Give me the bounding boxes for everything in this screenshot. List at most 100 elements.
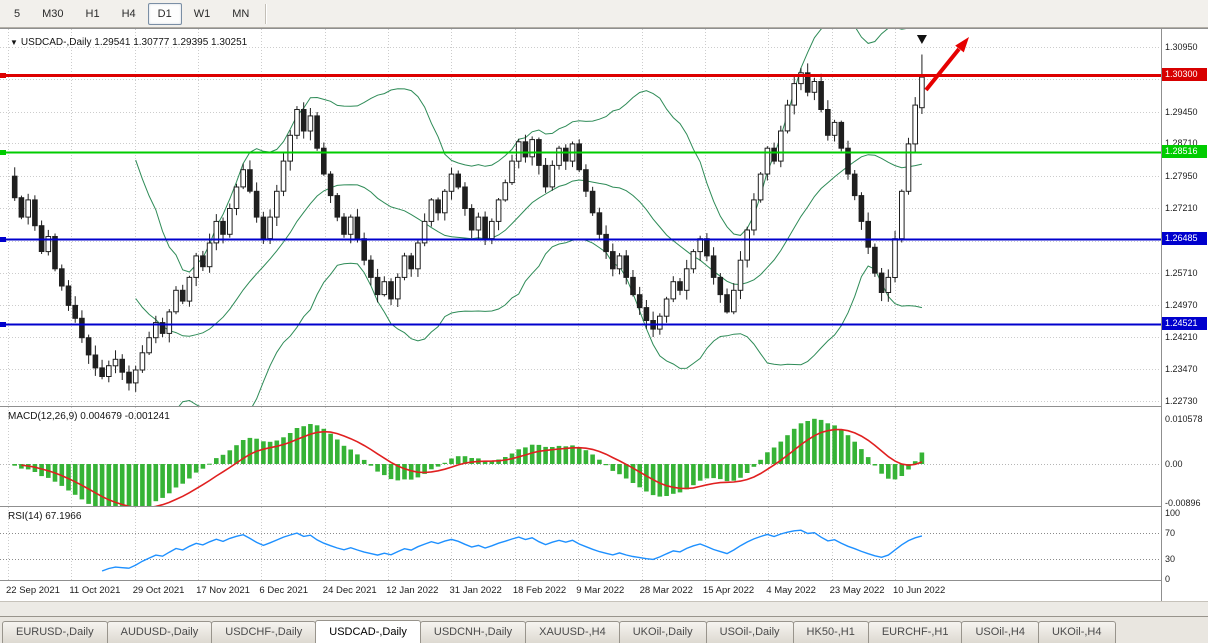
down-triangle-marker bbox=[916, 35, 927, 44]
macd-axis-label: -0.00896 bbox=[1165, 497, 1201, 508]
bollinger-middle-band bbox=[135, 154, 923, 337]
chart-tab-usoil-h4[interactable]: USOil-,H4 bbox=[961, 621, 1039, 643]
timeframe-toolbar: 5 M30 H1 H4 D1 W1 MN bbox=[0, 0, 1208, 28]
level-line-handle bbox=[0, 322, 6, 327]
rsi-title: RSI(14) 67.1966 bbox=[8, 511, 81, 522]
toolbar-separator bbox=[265, 3, 268, 24]
chart-tab-usdcad-daily[interactable]: USDCAD-,Daily bbox=[315, 620, 421, 643]
price-chart-pane[interactable] bbox=[0, 29, 1161, 407]
chart-symbol-label: USDCAD-,Daily bbox=[20, 37, 92, 48]
price-axis-label: 1.23470 bbox=[1165, 364, 1198, 375]
level-line-handle bbox=[0, 73, 6, 78]
price-axis-label: 1.30950 bbox=[1165, 42, 1198, 52]
horizontal-level-lines bbox=[0, 73, 1161, 327]
chart-tab-usdcnh-daily[interactable]: USDCNH-,Daily bbox=[419, 621, 527, 643]
bollinger-upper-band bbox=[135, 29, 907, 273]
pane-separator[interactable] bbox=[0, 506, 1208, 507]
chart-tab-hk50-h1[interactable]: HK50-,H1 bbox=[792, 621, 869, 643]
up-arrow-shaft bbox=[924, 47, 961, 92]
date-tick-label: 15 Apr 2022 bbox=[702, 585, 755, 596]
date-tick-label: 17 Nov 2021 bbox=[196, 585, 250, 596]
macd-main-value: 0.004679 bbox=[80, 411, 122, 422]
candlesticks bbox=[11, 54, 925, 392]
bollinger-lower-band bbox=[177, 238, 923, 407]
vertical-grid bbox=[8, 29, 896, 407]
chart-tab-xauusd-h4[interactable]: XAUUSD-,H4 bbox=[525, 621, 620, 643]
macd-title: MACD(12,26,9) 0.004679 -0.001241 bbox=[8, 411, 170, 422]
pane-separator bbox=[0, 580, 1208, 581]
chart-tab-ukoil-daily[interactable]: UKOil-,Daily bbox=[618, 621, 707, 643]
collapse-arrow-icon[interactable]: ▼ bbox=[10, 38, 18, 47]
chart-tab-usdchf-daily[interactable]: USDCHF-,Daily bbox=[211, 621, 317, 643]
macd-axis-label: 0.010578 bbox=[1165, 413, 1203, 424]
macd-signal-line bbox=[21, 428, 923, 507]
date-axis[interactable]: 22 Sep 2021 11 Oct 2021 29 Oct 2021 17 Nov … bbox=[0, 581, 1161, 601]
timeframe-button-d1[interactable]: D1 bbox=[147, 2, 182, 25]
date-tick-label: 6 Dec 2021 bbox=[259, 585, 309, 596]
price-axis-label: 1.22730 bbox=[1165, 396, 1198, 407]
timeframe-button-h4[interactable]: H4 bbox=[121, 7, 136, 20]
timeframe-button-5[interactable]: 5 bbox=[14, 7, 21, 20]
chart-ohlc-values: 1.29541 1.30777 1.29395 1.30251 bbox=[94, 37, 248, 48]
macd-signal-value: -0.001241 bbox=[124, 411, 170, 422]
chart-tabs-bar: EURUSD-,Daily AUDUSD-,Daily USDCHF-,Daily U… bbox=[0, 616, 1208, 643]
rsi-axis-label: 100 bbox=[1165, 508, 1181, 518]
chart-scroll-area[interactable] bbox=[0, 601, 1208, 617]
date-tick-label: 31 Jan 2022 bbox=[449, 585, 502, 596]
chart-tab-eurusd-daily[interactable]: EURUSD-,Daily bbox=[2, 621, 108, 643]
pane-separator[interactable] bbox=[0, 406, 1208, 407]
level-line-handle bbox=[0, 150, 6, 155]
chart-tab-audusd-daily[interactable]: AUDUSD-,Daily bbox=[106, 621, 213, 643]
price-tag: 1.28516 bbox=[1162, 144, 1207, 158]
date-tick-label: 11 Oct 2021 bbox=[69, 585, 121, 596]
rsi-axis-label: 0 bbox=[1165, 574, 1171, 584]
price-axis-label: 1.27210 bbox=[1165, 203, 1198, 214]
price-axis-label: 1.29450 bbox=[1165, 106, 1198, 117]
price-tag: 1.30300 bbox=[1162, 67, 1207, 81]
price-axis-label: 1.28710 bbox=[1165, 138, 1198, 149]
price-axis-label: 1.24210 bbox=[1165, 332, 1198, 343]
date-tick-label: 22 Sep 2021 bbox=[6, 585, 60, 596]
timeframe-button-h1[interactable]: H1 bbox=[85, 7, 100, 20]
price-axis-label: 1.25710 bbox=[1165, 267, 1198, 278]
timeframe-button-m30[interactable]: M30 bbox=[42, 7, 64, 20]
price-tag: 1.26485 bbox=[1162, 232, 1207, 246]
annotations bbox=[916, 35, 969, 92]
date-tick-label: 23 May 2022 bbox=[829, 585, 885, 596]
bollinger-bands bbox=[135, 29, 923, 407]
timeframe-button-w1[interactable]: W1 bbox=[193, 7, 211, 20]
date-tick-label: 12 Jan 2022 bbox=[386, 585, 439, 596]
price-tag: 1.24521 bbox=[1162, 316, 1207, 330]
chart-title: ▼ USDCAD-,Daily 1.29541 1.30777 1.29395 1… bbox=[10, 37, 247, 48]
date-tick-label: 18 Feb 2022 bbox=[512, 585, 567, 596]
price-axis-label: 1.24970 bbox=[1165, 299, 1198, 310]
rsi-current-value: 67.1966 bbox=[45, 511, 82, 522]
timeframe-button-mn[interactable]: MN bbox=[232, 7, 250, 20]
chart-tab-usoil-daily[interactable]: USOil-,Daily bbox=[705, 621, 794, 643]
date-tick-label: 10 Jun 2022 bbox=[892, 585, 946, 596]
rsi-line bbox=[101, 529, 923, 572]
date-tick-label: 28 Mar 2022 bbox=[639, 585, 693, 596]
horizontal-grid bbox=[0, 47, 1161, 402]
rsi-indicator-pane[interactable] bbox=[0, 507, 1161, 581]
chart-tab-eurchf-h1[interactable]: EURCHF-,H1 bbox=[867, 621, 963, 643]
rsi-title-label: RSI(14) bbox=[8, 511, 43, 522]
rsi-axis-label: 30 bbox=[1165, 554, 1176, 565]
date-tick-label: 24 Dec 2021 bbox=[322, 585, 377, 596]
macd-axis-label: 0.00 bbox=[1165, 459, 1183, 469]
chart-window: ▼ USDCAD-,Daily 1.29541 1.30777 1.29395 1… bbox=[0, 28, 1208, 617]
chart-tab-ukoil-h4[interactable]: UKOil-,H4 bbox=[1037, 621, 1116, 643]
price-axis[interactable] bbox=[1161, 29, 1208, 601]
vertical-grid bbox=[8, 507, 896, 581]
date-tick-label: 9 Mar 2022 bbox=[576, 585, 625, 596]
rsi-axis-label: 70 bbox=[1165, 527, 1176, 538]
level-line-handle bbox=[0, 237, 6, 242]
date-tick-label: 29 Oct 2021 bbox=[132, 585, 185, 596]
up-arrow-head-icon bbox=[955, 37, 969, 53]
macd-histogram bbox=[12, 418, 925, 507]
macd-indicator-pane[interactable] bbox=[0, 407, 1161, 507]
price-axis-label: 1.27950 bbox=[1165, 171, 1198, 182]
date-tick-label: 4 May 2022 bbox=[766, 585, 816, 596]
macd-title-label: MACD(12,26,9) bbox=[8, 411, 78, 422]
